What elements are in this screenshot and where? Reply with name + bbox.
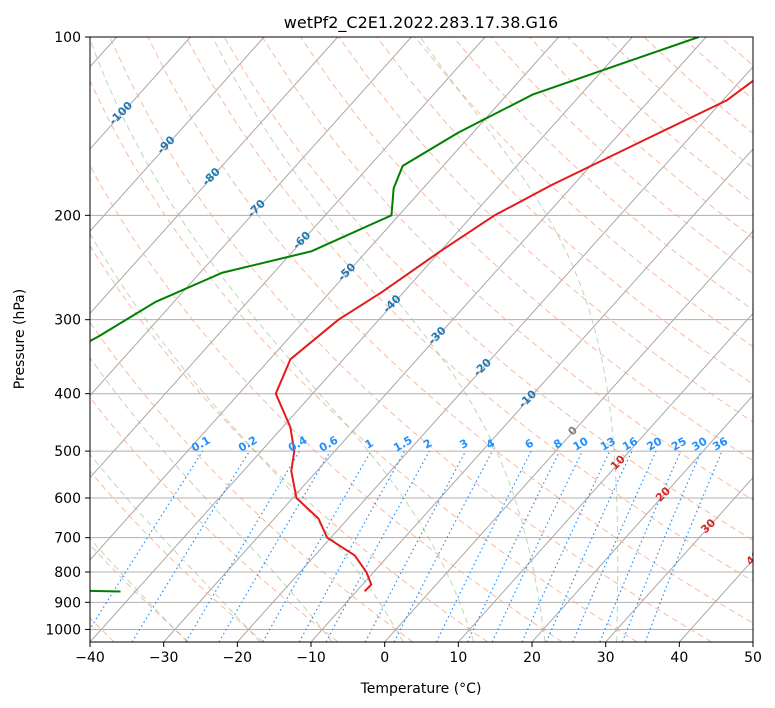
mixing-ratio-line xyxy=(131,450,251,642)
moist-adiabat-line xyxy=(90,453,261,642)
mixing-ratio-line xyxy=(521,450,611,642)
moist-adiabat-line xyxy=(90,232,404,642)
dry-adiabat-line xyxy=(414,37,753,348)
mixing-ratio-line xyxy=(218,450,331,642)
dry-adiabat-line xyxy=(452,37,753,311)
isotherm-line xyxy=(457,312,753,642)
isotherm-line xyxy=(310,148,753,642)
y-tick-label: 600 xyxy=(54,491,81,507)
dry-adiabat-line xyxy=(376,37,753,385)
isotherm-line xyxy=(384,230,753,642)
isotherm-line xyxy=(90,37,633,642)
chart-title: wetPf2_C2E1.2022.283.17.38.G16 xyxy=(284,13,558,33)
y-tick-label: 100 xyxy=(54,30,81,46)
isotherm-line xyxy=(90,37,191,150)
plot-frame xyxy=(89,36,754,643)
dry-adiabat-line xyxy=(90,470,264,642)
isotherm-label: 40 xyxy=(744,548,764,568)
dry-adiabat-line xyxy=(147,37,753,624)
dry-adiabat-line xyxy=(90,244,488,642)
dry-adiabat-line xyxy=(90,321,414,642)
x-tick-label: −10 xyxy=(296,650,326,666)
axes: −40 −30 −20 −10 0 10 20 30 40 50 100 200 300 400 500 60… xyxy=(45,30,762,666)
dry-adiabat-line xyxy=(109,37,712,642)
y-tick-label: 700 xyxy=(54,531,81,547)
y-tick-label: 500 xyxy=(54,444,81,460)
y-tick-label: 200 xyxy=(54,208,81,224)
dry-adiabat-line xyxy=(90,396,339,642)
x-tick-label: 30 xyxy=(597,650,615,666)
plot-area xyxy=(90,37,753,642)
moist-adiabat-line xyxy=(90,537,188,642)
dry-adiabat-line xyxy=(90,543,190,642)
mixing-ratio-line xyxy=(90,450,204,631)
x-tick-label: −30 xyxy=(149,650,179,666)
mixing-ratio-line xyxy=(435,450,532,642)
y-tick-label: 400 xyxy=(54,387,81,403)
moist-adiabat-line xyxy=(90,38,475,642)
x-tick-label: 20 xyxy=(523,650,541,666)
x-tick-label: −40 xyxy=(75,650,105,666)
y-tick-label: 900 xyxy=(54,595,81,611)
mixing-ratio-line xyxy=(491,450,583,642)
isotherm-line xyxy=(236,66,753,642)
x-tick-label: 10 xyxy=(449,650,467,666)
isotherm-line xyxy=(90,37,339,315)
isotherm-line xyxy=(605,476,753,642)
mixing-ratio-line xyxy=(325,450,431,642)
mixing-ratio-line xyxy=(644,450,723,642)
mixing-ratio-line xyxy=(185,450,301,642)
mixing-ratio-line xyxy=(364,450,467,642)
y-tick-label: 1000 xyxy=(45,622,81,638)
isotherm-line xyxy=(90,37,560,561)
isotherm-line xyxy=(163,37,707,642)
moist-adiabat-line xyxy=(419,37,619,642)
mixing-ratio-line xyxy=(466,450,561,642)
x-tick-label: −20 xyxy=(223,650,253,666)
x-tick-label: 50 xyxy=(744,650,762,666)
x-tick-label: 0 xyxy=(380,650,389,666)
isotherm-line xyxy=(90,37,412,397)
y-tick-label: 800 xyxy=(54,565,81,581)
y-axis-title: Pressure (hPa) xyxy=(12,289,28,389)
dry-adiabat-line xyxy=(90,164,563,642)
isotherm-line xyxy=(90,37,486,479)
x-tick-label: 40 xyxy=(670,650,688,666)
y-tick-label: 300 xyxy=(54,313,81,329)
temperature-profile-line xyxy=(274,79,753,592)
isotherm-line xyxy=(531,394,753,642)
moist-adiabat-line xyxy=(212,37,546,642)
isotherm-line xyxy=(90,37,265,232)
dewpoint-profile-line xyxy=(90,37,700,593)
x-axis-title: Temperature (°C) xyxy=(360,681,482,697)
moist-adiabat-line xyxy=(90,356,333,642)
